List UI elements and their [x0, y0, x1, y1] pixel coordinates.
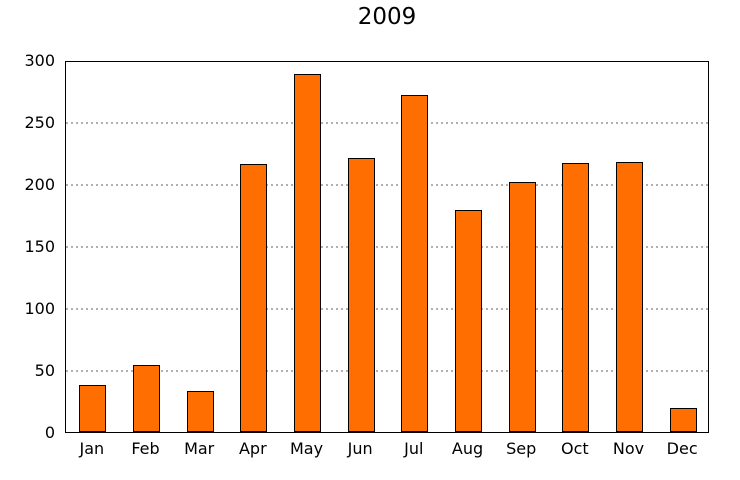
- x-tick-label-dec: Dec: [666, 439, 698, 458]
- bar-nov: [616, 161, 643, 432]
- bar-dec: [669, 408, 697, 432]
- x-tick-label-nov: Nov: [612, 439, 645, 458]
- y-tick-label-150: 150: [24, 237, 55, 256]
- x-tick-label-jul: Jul: [404, 439, 424, 458]
- bar-feb: [133, 365, 160, 432]
- plot-area: [65, 61, 709, 433]
- y-tick-label-250: 250: [24, 113, 55, 132]
- gridline-50: [66, 370, 708, 372]
- bar-aug: [455, 210, 482, 432]
- chart-title: 2009: [357, 4, 417, 30]
- gridline-150: [66, 246, 708, 248]
- bar-jun: [347, 157, 375, 432]
- y-tick-label-100: 100: [24, 299, 55, 318]
- bar-jul: [401, 94, 429, 432]
- bar-sep: [508, 181, 536, 432]
- y-tick-label-300: 300: [24, 51, 55, 70]
- x-tick-label-apr: Apr: [238, 439, 267, 458]
- x-tick-label-aug: Aug: [451, 439, 484, 458]
- y-tick-label-0: 0: [44, 423, 55, 442]
- bar-apr: [240, 164, 268, 432]
- y-tick-label-200: 200: [24, 175, 55, 194]
- x-tick-label-jan: Jan: [79, 439, 105, 458]
- bar-may: [294, 73, 321, 432]
- bar-jan: [79, 384, 107, 432]
- bar-oct: [562, 162, 590, 432]
- gridline-100: [66, 308, 708, 310]
- x-tick-label-sep: Sep: [506, 439, 537, 458]
- x-tick-label-oct: Oct: [560, 439, 589, 458]
- x-tick-label-mar: Mar: [184, 439, 215, 458]
- bar-mar: [186, 391, 214, 432]
- gridline-200: [66, 184, 708, 186]
- x-tick-label-jun: Jun: [347, 439, 373, 458]
- x-tick-label-feb: Feb: [131, 439, 160, 458]
- x-tick-label-may: May: [289, 439, 324, 458]
- gridline-250: [66, 122, 708, 124]
- y-tick-label-50: 50: [34, 361, 55, 380]
